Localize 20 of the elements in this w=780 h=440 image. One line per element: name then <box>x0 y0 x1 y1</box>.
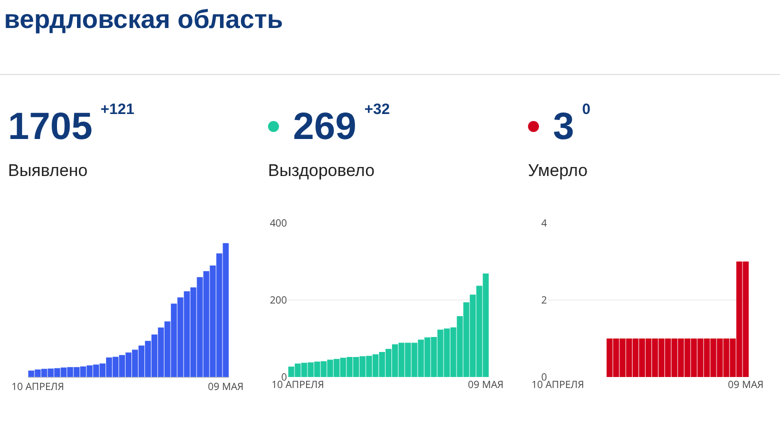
text: 0 <box>582 101 590 118</box>
text: +121 <box>100 101 134 118</box>
x-tick-label: 10 АПРЕЛЯ <box>11 379 64 393</box>
x-tick-label: 09 МАЯ <box>728 377 764 391</box>
y-tick-label: 200 <box>270 292 288 306</box>
chart-title: вердловская область <box>3 3 284 36</box>
chart-subtitle: Выявлено <box>7 161 89 182</box>
y-tick-label: 2 <box>541 292 548 306</box>
y-tick-label: 0 <box>281 370 288 384</box>
y-tick-label: 4 <box>541 216 548 230</box>
text: +32 <box>364 101 390 118</box>
y-tick-label: 400 <box>270 216 288 230</box>
x-tick-label: 09 МАЯ <box>208 379 244 393</box>
x-tick-label: 09 МАЯ <box>468 377 504 391</box>
text: 1705 <box>8 105 93 149</box>
text: 269 <box>293 105 356 149</box>
chart-subtitle: Умерло <box>527 161 589 182</box>
y-tick-label: 0 <box>541 370 548 384</box>
chart-subtitle: Выздоровело <box>267 161 376 182</box>
text: 3 <box>553 105 574 149</box>
